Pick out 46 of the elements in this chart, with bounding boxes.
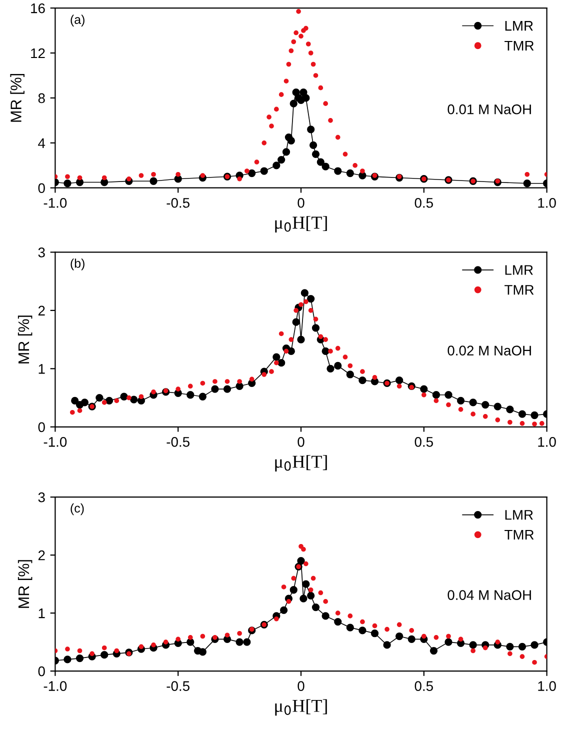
x-tick-label: -1.0: [44, 198, 67, 208]
y-axis-title: MR [%]: [18, 316, 32, 364]
x-tick-label: -1.0: [44, 436, 67, 447]
y-tick-label: 16: [31, 3, 45, 14]
x-axis-title: μ$_{0}$H[T]: [275, 216, 327, 232]
y-tick-label: 1: [38, 608, 45, 618]
legend-label: LMR: [505, 510, 533, 520]
y-tick-label: 2: [38, 550, 45, 560]
y-tick-label: 0: [38, 422, 45, 432]
y-axis-title: MR [%]: [10, 74, 24, 122]
x-tick-label: 0: [298, 436, 304, 447]
y-tick-label: 3: [38, 492, 45, 502]
annotation: 0.01 M NaOH: [448, 104, 531, 114]
y-tick-label: 3: [38, 248, 45, 258]
x-tick-label: 0: [298, 198, 304, 208]
legend-label: TMR: [504, 40, 534, 50]
legend-label: LMR: [505, 265, 533, 275]
x-tick-label: 1.0: [538, 436, 556, 447]
x-tick-label: -0.5: [166, 198, 190, 208]
x-tick-label: 0.5: [414, 681, 433, 691]
x-tick-label: 0: [298, 681, 304, 691]
x-tick-label: 1.0: [538, 198, 556, 208]
y-tick-label: 1: [38, 364, 45, 374]
x-tick-label: -0.5: [166, 436, 190, 447]
y-axis-title: MR [%]: [18, 560, 32, 608]
y-tick-label: 4: [38, 138, 46, 148]
y-tick-label: 12: [31, 48, 45, 58]
legend-label: TMR: [504, 285, 534, 295]
legend-label: LMR: [505, 21, 533, 31]
annotation: (b): [70, 258, 84, 270]
annotation: 0.02 M NaOH: [448, 346, 531, 356]
y-tick-label: 2: [38, 306, 45, 316]
y-tick-label: 0: [38, 666, 45, 676]
annotation: 0.04 M NaOH: [448, 590, 531, 600]
annotation: (c): [70, 503, 84, 516]
x-tick-label: 0.5: [414, 436, 433, 447]
x-axis-title: μ$_{0}$H[T]: [275, 455, 327, 472]
annotation: (a): [70, 14, 84, 26]
x-tick-label: -1.0: [44, 681, 67, 691]
y-tick-label: 8: [38, 93, 45, 104]
y-tick-label: 0: [38, 183, 45, 194]
x-tick-label: 0.5: [414, 198, 433, 208]
legend-label: TMR: [504, 530, 534, 540]
x-tick-label: -0.5: [166, 681, 190, 691]
x-tick-label: 1.0: [538, 681, 556, 691]
x-axis-title: μ$_{0}$H[T]: [275, 699, 327, 716]
